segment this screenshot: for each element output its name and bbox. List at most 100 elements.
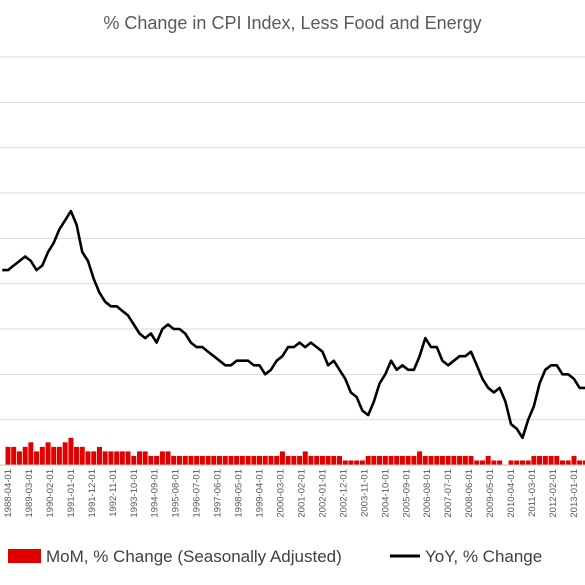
- mom-bar: [314, 455, 320, 465]
- mom-bar: [16, 451, 22, 465]
- mom-bar: [308, 455, 314, 465]
- mom-bar: [279, 451, 285, 465]
- mom-bar: [491, 460, 497, 465]
- mom-bar: [211, 455, 217, 465]
- mom-bar: [559, 460, 565, 465]
- mom-bar: [382, 455, 388, 465]
- mom-bar: [239, 455, 245, 465]
- mom-bar: [62, 442, 68, 465]
- mom-bar: [514, 460, 520, 465]
- mom-bar: [165, 451, 171, 465]
- legend-swatch-mom: [8, 549, 41, 563]
- x-tick-label: 1999-04-01: [255, 469, 266, 518]
- x-tick-label: 2000-03-01: [276, 469, 287, 518]
- mom-bar: [582, 460, 585, 465]
- mom-bar: [171, 455, 177, 465]
- mom-bar: [91, 451, 97, 465]
- mom-bar: [34, 451, 40, 465]
- mom-bar: [554, 455, 560, 465]
- mom-bar: [571, 455, 577, 465]
- mom-bar: [417, 451, 423, 465]
- mom-bar: [451, 455, 457, 465]
- mom-bar: [108, 451, 114, 465]
- legend: MoM, % Change (Seasonally Adjusted) YoY,…: [8, 547, 542, 566]
- mom-bar: [457, 455, 463, 465]
- mom-bar: [468, 455, 474, 465]
- yoy-line-layer: [2, 209, 585, 440]
- mom-bar: [371, 455, 377, 465]
- x-tick-label: 2005-09-01: [401, 469, 412, 518]
- mom-bar: [74, 446, 80, 465]
- yoy-line: [2, 209, 585, 440]
- mom-bar: [508, 460, 514, 465]
- x-tick-label: 2012-02-01: [548, 469, 559, 518]
- mom-bar: [525, 460, 531, 465]
- mom-bar: [222, 455, 228, 465]
- x-tick-label: 1991-01-01: [66, 469, 77, 518]
- x-tick-label: 2002-12-01: [338, 469, 349, 518]
- mom-bar: [148, 455, 154, 465]
- mom-bar: [194, 455, 200, 465]
- mom-bar: [531, 455, 537, 465]
- mom-bar: [542, 455, 548, 465]
- x-tick-label: 1997-06-01: [213, 469, 224, 518]
- mom-bar: [79, 446, 85, 465]
- mom-bar: [22, 446, 28, 465]
- mom-bar: [337, 455, 343, 465]
- mom-bar: [85, 451, 91, 465]
- mom-bar: [51, 446, 57, 465]
- mom-bar: [228, 455, 234, 465]
- mom-bar: [297, 455, 303, 465]
- mom-bar: [548, 455, 554, 465]
- mom-bar: [291, 455, 297, 465]
- mom-bar: [519, 460, 525, 465]
- mom-bar: [462, 455, 468, 465]
- mom-bar: [102, 451, 108, 465]
- gridlines: [0, 56, 585, 421]
- mom-bar: [234, 455, 240, 465]
- x-tick-label: 1991-12-01: [87, 469, 98, 518]
- mom-bar: [411, 455, 417, 465]
- mom-bar: [399, 455, 405, 465]
- mom-bar: [96, 446, 102, 465]
- mom-bar: [39, 446, 45, 465]
- mom-bar: [439, 455, 445, 465]
- mom-bar: [68, 437, 74, 465]
- mom-bar: [497, 460, 503, 465]
- x-tick-label: 2011-03-01: [527, 469, 538, 517]
- mom-bar: [188, 455, 194, 465]
- mom-bar: [114, 451, 120, 465]
- mom-bar: [251, 455, 257, 465]
- mom-bar: [485, 455, 491, 465]
- mom-bar: [159, 451, 165, 465]
- mom-bar: [405, 455, 411, 465]
- mom-bar: [377, 455, 383, 465]
- mom-bar: [11, 446, 17, 465]
- mom-bar: [154, 455, 160, 465]
- mom-bar: [5, 446, 11, 465]
- mom-bar: [422, 455, 428, 465]
- x-tick-label: 1989-03-01: [24, 469, 35, 518]
- mom-bar: [474, 460, 480, 465]
- mom-bar: [319, 455, 325, 465]
- mom-bar: [245, 455, 251, 465]
- x-tick-label: 1990-02-01: [45, 469, 56, 518]
- x-tick-label: 2002-01-01: [318, 469, 329, 518]
- mom-bar: [142, 451, 148, 465]
- mom-bar: [256, 455, 262, 465]
- mom-bar: [199, 455, 205, 465]
- mom-bar: [480, 460, 486, 465]
- x-tick-label: 2003-11-01: [359, 469, 370, 517]
- x-tick-label: 2008-06-01: [464, 469, 475, 518]
- x-tick-label: 2013-01-01: [569, 469, 580, 518]
- x-tick-label: 2006-08-01: [422, 469, 433, 518]
- x-tick-label: 2001-02-01: [297, 469, 308, 518]
- x-tick-label: 1995-08-01: [171, 469, 182, 518]
- x-tick-label: 1992-11-01: [108, 469, 119, 517]
- x-tick-label: 1988-04-01: [3, 469, 14, 518]
- mom-bar: [285, 455, 291, 465]
- mom-bar: [216, 455, 222, 465]
- mom-bar: [131, 455, 137, 465]
- x-tick-label: 1994-09-01: [150, 469, 161, 518]
